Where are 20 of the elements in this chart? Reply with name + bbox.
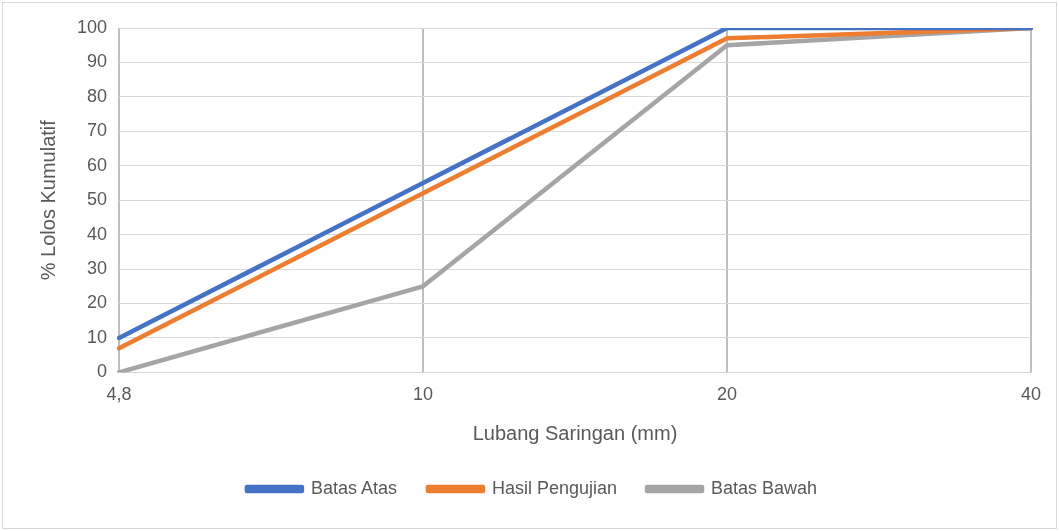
legend-label: Hasil Pengujian bbox=[491, 477, 618, 498]
x-tick-label: 20 bbox=[717, 384, 738, 405]
y-axis-title: % Lolos Kumulatif bbox=[36, 119, 59, 281]
y-tick-label: 100 bbox=[76, 16, 108, 37]
x-tick-label: 40 bbox=[1020, 384, 1042, 405]
x-tick-label: 4,8 bbox=[106, 384, 132, 405]
y-tick-label: 10 bbox=[87, 326, 108, 347]
legend-label: Batas Bawah bbox=[711, 477, 818, 498]
legend-label: Batas Atas bbox=[310, 477, 397, 498]
y-tick-label: 60 bbox=[87, 154, 108, 175]
x-axis-title: Lubang Saringan (mm) bbox=[472, 421, 678, 444]
y-tick-label: 30 bbox=[87, 258, 108, 279]
y-tick-label: 90 bbox=[87, 51, 108, 72]
y-tick-label: 50 bbox=[87, 189, 108, 210]
y-tick-label: 0 bbox=[97, 361, 108, 382]
y-tick-label: 40 bbox=[87, 223, 108, 244]
y-tick-label: 20 bbox=[87, 292, 108, 313]
y-tick-label: 70 bbox=[87, 120, 108, 141]
y-tick-label: 80 bbox=[87, 85, 108, 106]
x-tick-label: 10 bbox=[413, 384, 434, 405]
